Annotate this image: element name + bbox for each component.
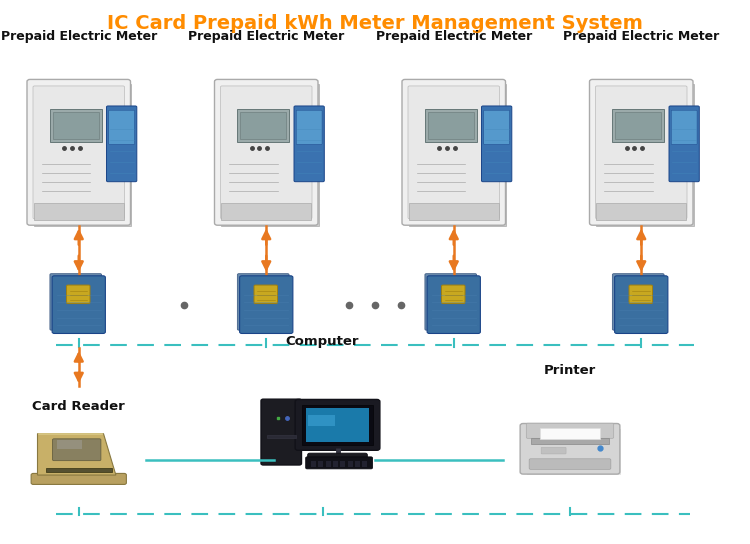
FancyBboxPatch shape xyxy=(52,276,105,333)
Bar xyxy=(221,203,311,220)
Bar xyxy=(326,461,331,463)
FancyBboxPatch shape xyxy=(53,112,99,139)
Bar xyxy=(318,465,323,467)
FancyBboxPatch shape xyxy=(424,109,477,141)
Bar xyxy=(333,461,338,463)
FancyBboxPatch shape xyxy=(530,459,610,469)
FancyBboxPatch shape xyxy=(669,106,699,182)
Bar xyxy=(348,461,352,463)
Bar xyxy=(46,468,112,472)
FancyBboxPatch shape xyxy=(526,423,614,438)
FancyBboxPatch shape xyxy=(50,109,102,141)
Bar xyxy=(326,465,331,467)
FancyBboxPatch shape xyxy=(612,274,664,330)
FancyBboxPatch shape xyxy=(31,473,126,484)
Bar xyxy=(311,461,316,463)
Bar xyxy=(355,461,360,463)
Bar xyxy=(348,465,352,467)
FancyBboxPatch shape xyxy=(308,415,335,426)
Bar xyxy=(362,465,368,467)
Bar xyxy=(409,203,499,220)
FancyBboxPatch shape xyxy=(57,440,82,449)
Bar xyxy=(540,429,600,438)
FancyBboxPatch shape xyxy=(27,79,130,225)
Bar xyxy=(355,465,360,467)
FancyBboxPatch shape xyxy=(214,79,318,225)
FancyBboxPatch shape xyxy=(427,276,481,333)
FancyBboxPatch shape xyxy=(295,399,380,450)
Bar xyxy=(596,84,694,226)
Bar xyxy=(34,203,124,220)
FancyBboxPatch shape xyxy=(220,86,312,219)
FancyBboxPatch shape xyxy=(615,112,662,139)
FancyBboxPatch shape xyxy=(482,106,512,182)
FancyBboxPatch shape xyxy=(402,79,506,225)
FancyBboxPatch shape xyxy=(424,274,477,330)
Text: Card Reader: Card Reader xyxy=(32,400,125,413)
Text: Prepaid Electric Meter: Prepaid Electric Meter xyxy=(376,30,532,43)
Bar xyxy=(596,203,686,220)
FancyBboxPatch shape xyxy=(296,110,322,144)
FancyBboxPatch shape xyxy=(484,110,509,144)
FancyBboxPatch shape xyxy=(520,423,620,474)
FancyBboxPatch shape xyxy=(612,109,664,141)
Text: Prepaid Electric Meter: Prepaid Electric Meter xyxy=(1,30,157,43)
FancyBboxPatch shape xyxy=(615,276,668,333)
Bar xyxy=(409,84,506,226)
Bar xyxy=(333,465,338,467)
FancyBboxPatch shape xyxy=(50,274,102,330)
FancyBboxPatch shape xyxy=(53,439,100,461)
FancyBboxPatch shape xyxy=(306,457,373,469)
Text: Computer: Computer xyxy=(286,335,359,348)
FancyBboxPatch shape xyxy=(442,285,465,304)
Bar xyxy=(267,435,296,438)
Text: IC Card Prepaid kWh Meter Management System: IC Card Prepaid kWh Meter Management Sys… xyxy=(107,14,643,33)
FancyBboxPatch shape xyxy=(596,86,687,219)
FancyBboxPatch shape xyxy=(629,285,652,304)
FancyBboxPatch shape xyxy=(427,112,474,139)
FancyBboxPatch shape xyxy=(106,106,136,182)
FancyBboxPatch shape xyxy=(302,405,373,444)
Text: Prepaid Electric Meter: Prepaid Electric Meter xyxy=(563,30,719,43)
Bar xyxy=(318,461,323,463)
Bar xyxy=(34,84,131,226)
Bar xyxy=(362,461,368,463)
Bar xyxy=(340,465,346,467)
FancyBboxPatch shape xyxy=(240,276,292,333)
FancyBboxPatch shape xyxy=(590,79,693,225)
Bar xyxy=(311,465,316,467)
Text: Printer: Printer xyxy=(544,364,596,378)
Text: Prepaid Electric Meter: Prepaid Electric Meter xyxy=(188,30,344,43)
Bar xyxy=(526,429,621,475)
FancyBboxPatch shape xyxy=(261,399,302,465)
FancyBboxPatch shape xyxy=(237,274,290,330)
FancyBboxPatch shape xyxy=(308,453,368,462)
FancyBboxPatch shape xyxy=(671,110,697,144)
Polygon shape xyxy=(38,434,116,475)
Bar xyxy=(531,438,609,444)
FancyBboxPatch shape xyxy=(237,109,290,141)
FancyBboxPatch shape xyxy=(240,112,286,139)
FancyBboxPatch shape xyxy=(33,86,125,219)
FancyBboxPatch shape xyxy=(109,110,134,144)
Bar xyxy=(340,461,346,463)
FancyBboxPatch shape xyxy=(542,447,566,454)
FancyBboxPatch shape xyxy=(294,106,324,182)
FancyBboxPatch shape xyxy=(67,285,90,304)
FancyBboxPatch shape xyxy=(254,285,278,304)
Bar xyxy=(221,84,319,226)
FancyBboxPatch shape xyxy=(408,86,500,219)
FancyBboxPatch shape xyxy=(306,409,369,442)
